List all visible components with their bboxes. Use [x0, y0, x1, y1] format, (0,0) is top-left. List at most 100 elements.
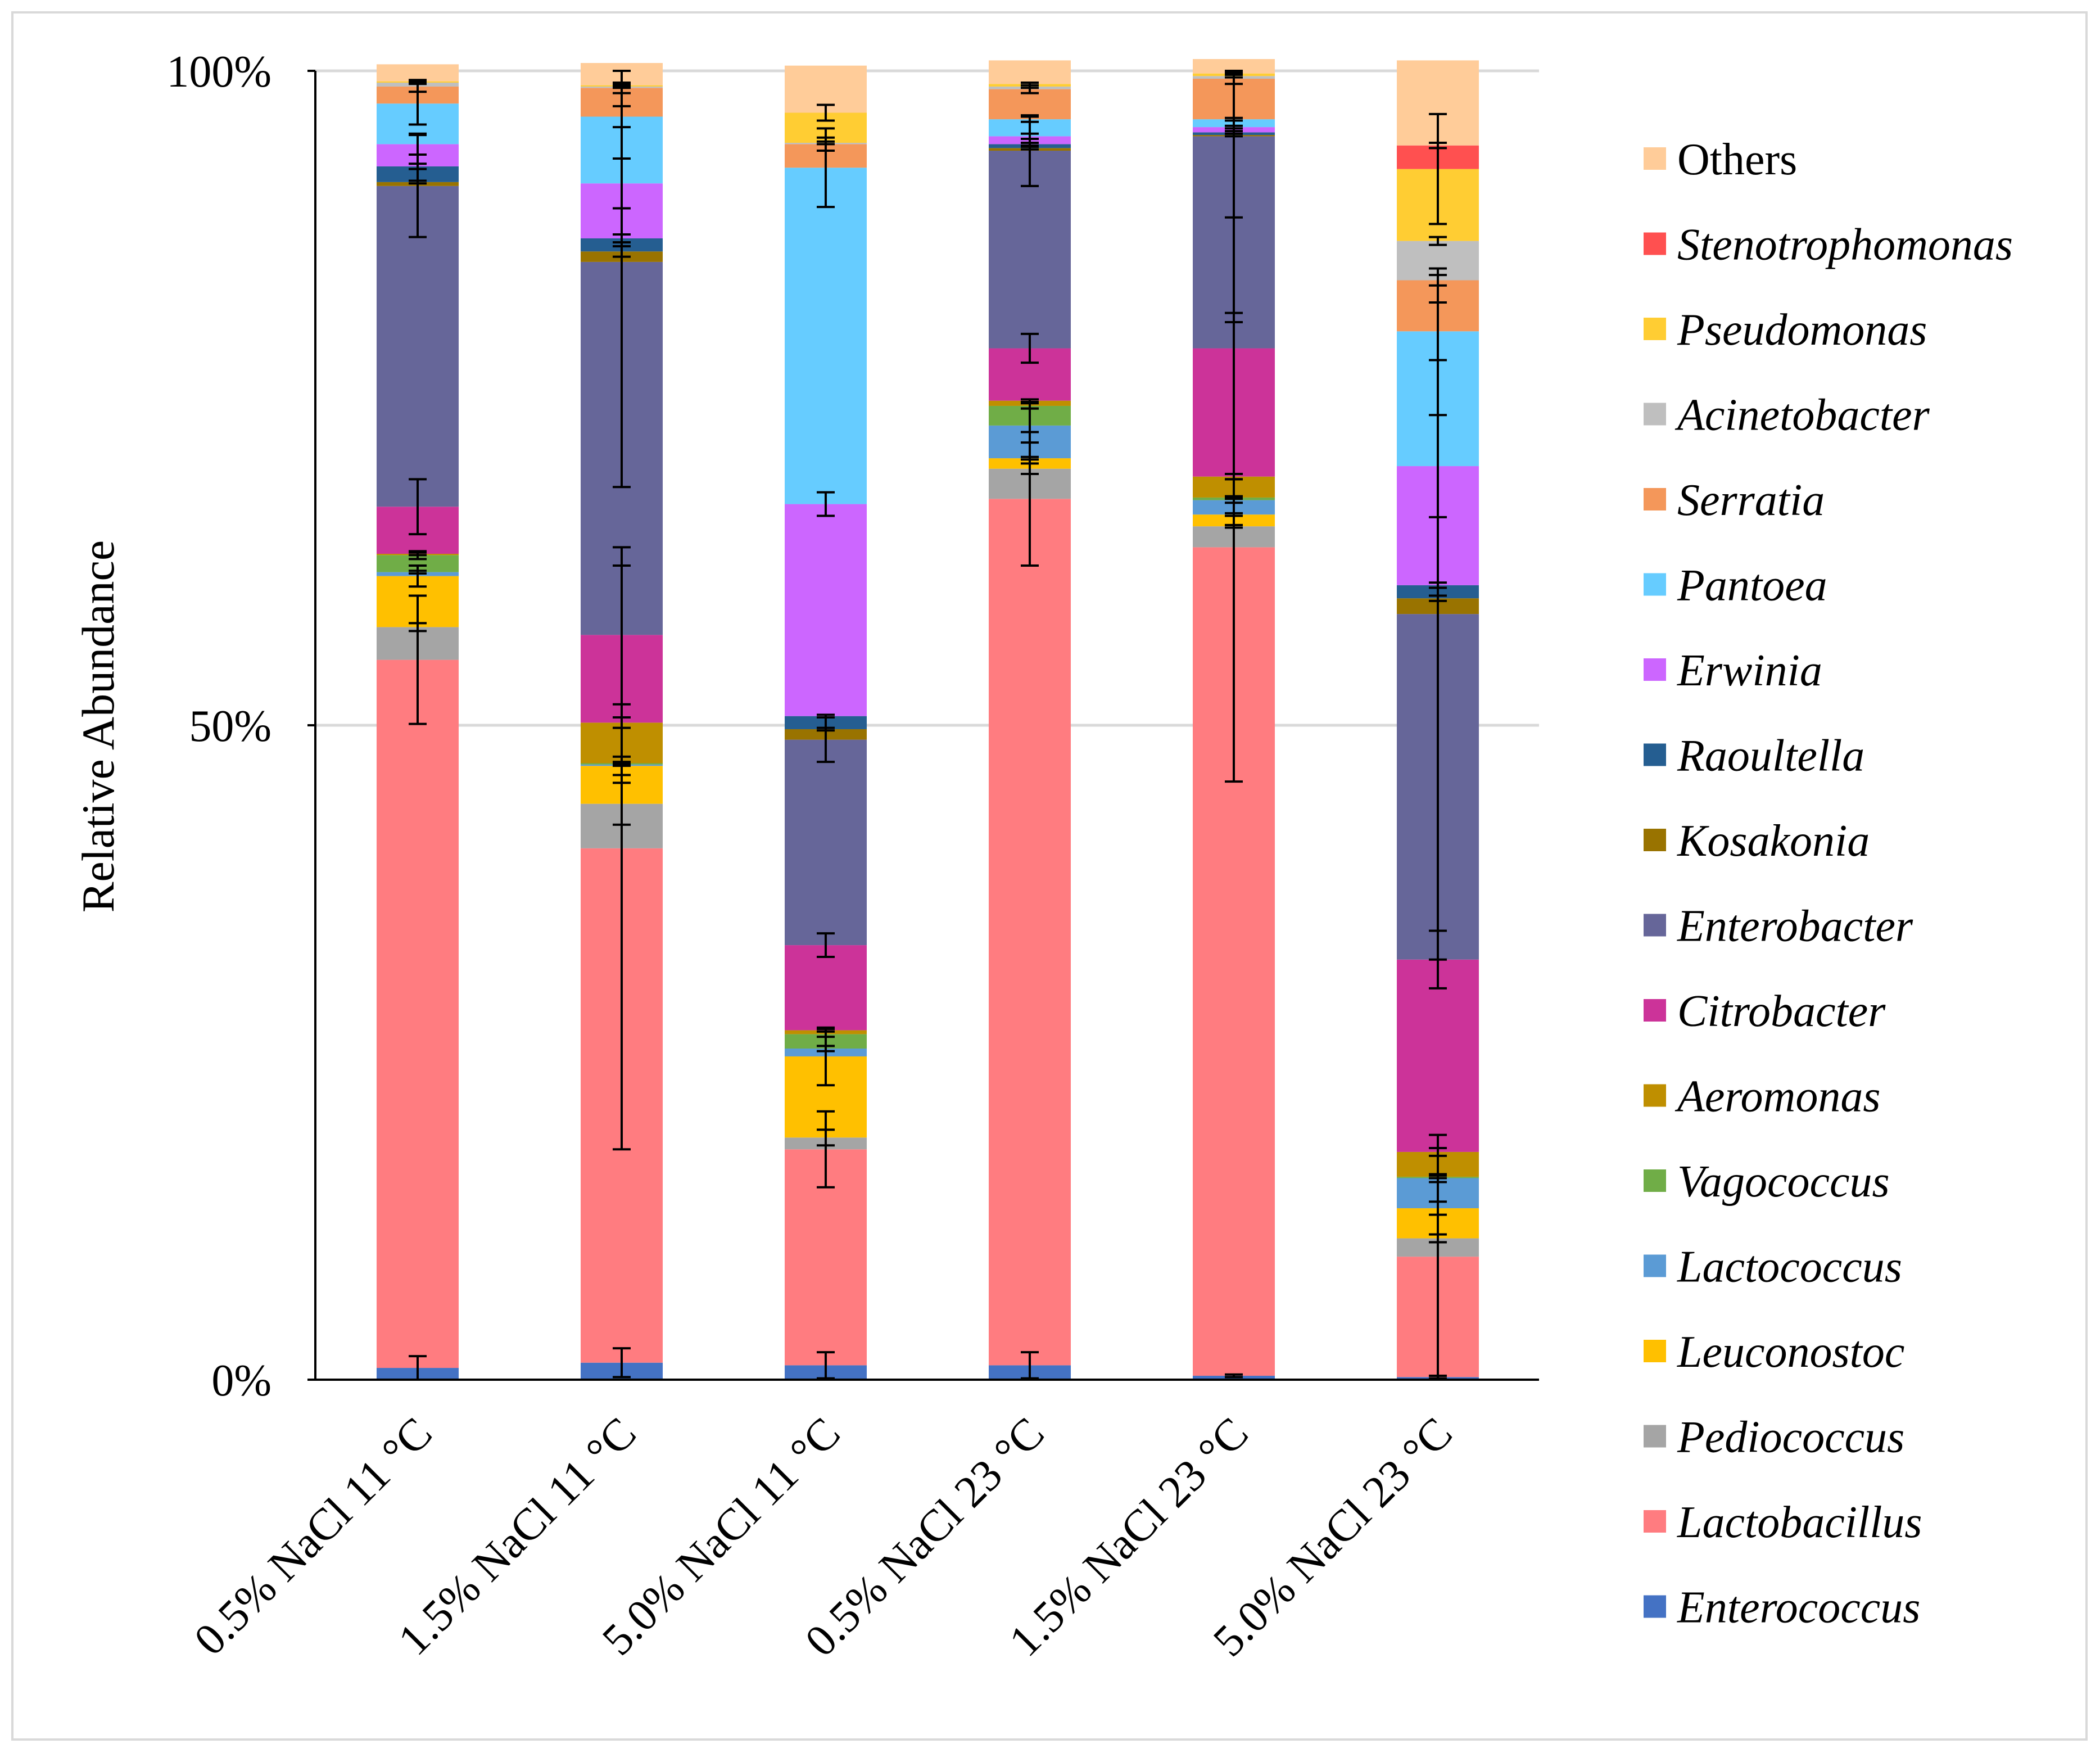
error-bar-citrobacter-3 — [817, 932, 835, 959]
y-tick-label: 100% — [166, 47, 271, 97]
error-bar-aeromonas-2 — [613, 716, 631, 729]
legend-swatch — [1644, 999, 1666, 1022]
legend-swatch — [1644, 1254, 1666, 1277]
error-bar-vagococcus-5 — [1225, 495, 1243, 500]
error-bar-lactococcus-3 — [817, 1045, 835, 1052]
error-bar-raoultella-1 — [409, 162, 427, 170]
error-bar-acinetobacter-6 — [1429, 236, 1447, 246]
legend-item-raoultella: Raoultella — [1644, 731, 1864, 781]
bar-segment-erwinia-3 — [785, 504, 867, 716]
error-bar-pantoea-6 — [1429, 301, 1447, 362]
error-bar-raoultella-2 — [613, 233, 631, 243]
error-bar-aeromonas-4 — [1021, 398, 1039, 403]
error-bar-raoultella-6 — [1429, 581, 1447, 589]
error-bar-serratia-6 — [1429, 274, 1447, 287]
legend-label: Acinetobacter — [1674, 391, 1930, 440]
error-bar-erwinia-6 — [1429, 414, 1447, 518]
legend-item-leuconostoc: Leuconostoc — [1644, 1327, 1904, 1377]
legend-label: Lactobacillus — [1677, 1498, 1922, 1547]
error-bar-kosakonia-3 — [817, 726, 835, 732]
legend-label: Lactococcus — [1677, 1243, 1902, 1292]
error-bar-erwinia-2 — [613, 157, 631, 210]
legend-swatch — [1644, 147, 1666, 170]
legend-item-acinetobacter: Acinetobacter — [1644, 391, 1930, 440]
bar-segment-pantoea-3 — [785, 168, 867, 504]
legend-label: Serratia — [1677, 476, 1825, 525]
legend-label: Aeromonas — [1674, 1072, 1880, 1122]
bar-segment-citrobacter-6 — [1397, 959, 1479, 1152]
legend-label: Stenotrophomonas — [1677, 220, 2013, 270]
error-bar-pseudomonas-1 — [409, 79, 427, 84]
legend-label: Citrobacter — [1677, 987, 1886, 1036]
error-bar-leuconostoc-1 — [409, 564, 427, 588]
legend-item-vagococcus: Vagococcus — [1644, 1157, 1890, 1207]
error-bar-enterobacter-5 — [1225, 70, 1243, 323]
legend-label: Pediococcus — [1677, 1413, 1904, 1462]
error-bar-pantoea-4 — [1021, 115, 1039, 123]
error-bar-erwinia-3 — [817, 491, 835, 517]
error-bar-pseudomonas-6 — [1429, 112, 1447, 225]
legend-label: Kosakonia — [1677, 816, 1870, 866]
legend-label: Leuconostoc — [1677, 1327, 1904, 1377]
error-bar-enterococcus-4 — [1021, 1351, 1039, 1380]
error-bar-citrobacter-2 — [613, 564, 631, 706]
error-bar-kosakonia-4 — [1021, 146, 1039, 151]
y-tick-label: 50% — [189, 702, 271, 751]
bar-segment-others-4 — [989, 60, 1071, 84]
error-bar-aeromonas-6 — [1429, 1146, 1447, 1157]
legend-item-aeromonas: Aeromonas — [1644, 1072, 1880, 1122]
legend-swatch — [1644, 1510, 1666, 1533]
error-bar-lactobacillus-3 — [817, 1110, 835, 1189]
error-bar-raoultella-5 — [1225, 130, 1243, 135]
error-bar-lactobacillus-1 — [409, 594, 427, 725]
legend-label: Enterococcus — [1677, 1583, 1920, 1633]
error-bar-pantoea-2 — [613, 105, 631, 129]
legend-label: Raoultella — [1677, 731, 1864, 781]
bar-segment-lactobacillus-4 — [989, 499, 1071, 1366]
legend-label: Enterobacter — [1677, 902, 1913, 951]
legend-item-stenotrophomonas: Stenotrophomonas — [1644, 220, 2013, 270]
error-bar-enterobacter-2 — [613, 70, 631, 489]
error-bar-vagococcus-2 — [613, 761, 631, 766]
error-bar-pediococcus-4 — [1021, 462, 1039, 476]
error-bar-vagococcus-4 — [1021, 402, 1039, 410]
legend-item-kosakonia: Kosakonia — [1644, 816, 1870, 866]
bar-segment-lactobacillus-1 — [377, 659, 459, 1368]
legend-swatch — [1644, 914, 1666, 937]
error-bar-pseudomonas-2 — [613, 83, 631, 88]
legend-item-lactococcus: Lactococcus — [1644, 1243, 1902, 1292]
gridlines — [315, 69, 1539, 727]
legend-item-citrobacter: Citrobacter — [1644, 987, 1886, 1036]
y-tick-label: 0% — [211, 1356, 271, 1406]
legend-swatch — [1644, 743, 1666, 766]
legend-swatch — [1644, 829, 1666, 851]
legend-item-others: Others — [1644, 135, 1797, 184]
error-bar-enterococcus-3 — [817, 1351, 835, 1380]
legend-swatch — [1644, 573, 1666, 596]
error-bar-kosakonia-2 — [613, 245, 631, 258]
legend-label: Vagococcus — [1677, 1157, 1890, 1207]
error-bar-citrobacter-4 — [1021, 332, 1039, 364]
bar-segment-enterobacter-3 — [785, 739, 867, 946]
error-bar-enterococcus-5 — [1225, 1373, 1243, 1379]
error-bar-citrobacter-1 — [409, 478, 427, 536]
error-bar-raoultella-3 — [817, 713, 835, 719]
error-bar-pseudomonas-3 — [817, 103, 835, 122]
error-bar-aeromonas-3 — [817, 1028, 835, 1033]
error-bar-raoultella-4 — [1021, 142, 1039, 147]
legend-label: Others — [1677, 135, 1797, 184]
error-bar-stenotrophomonas-6 — [1429, 142, 1447, 150]
legend-item-serratia: Serratia — [1644, 476, 1825, 525]
error-bar-vagococcus-6 — [1429, 1174, 1447, 1180]
legend-item-enterococcus: Enterococcus — [1644, 1583, 1920, 1633]
error-bar-erwinia-1 — [409, 132, 427, 156]
error-bar-acinetobacter-3 — [817, 140, 835, 146]
legend-swatch — [1644, 1595, 1666, 1618]
legend-label: Pseudomonas — [1677, 305, 1927, 355]
error-bar-kosakonia-1 — [409, 179, 427, 185]
error-bar-leuconostoc-5 — [1225, 512, 1243, 517]
legend-swatch — [1644, 232, 1666, 255]
legend-label: Erwinia — [1677, 646, 1822, 695]
error-bar-pediococcus-3 — [817, 1128, 835, 1147]
error-bar-enterococcus-2 — [613, 1347, 631, 1379]
